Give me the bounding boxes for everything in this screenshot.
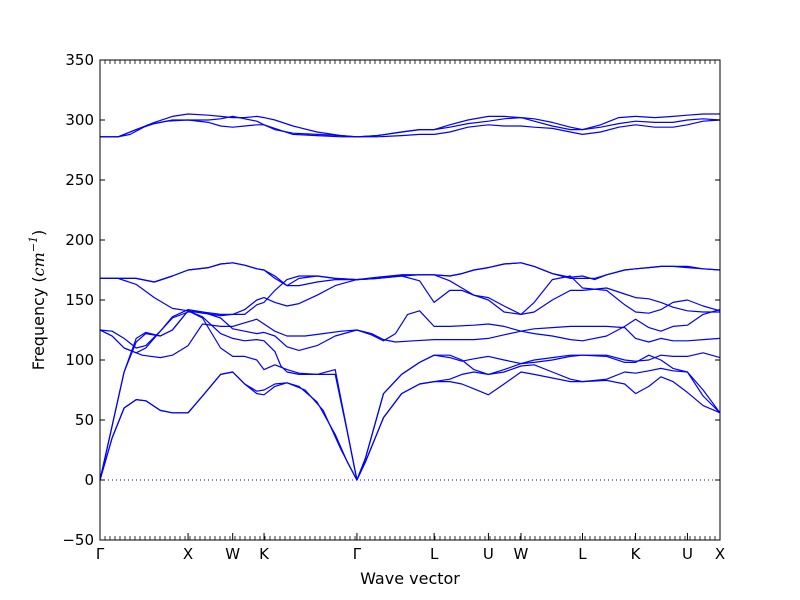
y-tick-label: 200 [65,231,94,249]
x-tick-label: L [430,545,439,563]
band-line-4 [99,310,721,481]
y-tick-label: 350 [65,51,94,69]
x-tick-label: U [483,545,494,563]
x-tick-label: X [183,545,193,563]
x-tick-label: K [631,545,642,563]
y-axis-title: Frequency (cm−1) [27,230,48,371]
y-tick-label: 0 [84,471,94,489]
band-line-12 [100,115,721,138]
y-tick-label: −50 [62,531,94,549]
y-tick-label: 50 [75,411,94,429]
x-tick-label: W [225,545,240,563]
series-layer [99,113,721,481]
x-axis-title: Wave vector [360,569,460,588]
y-axis-title-text: Frequency [29,288,48,371]
x-tick-label: U [682,545,693,563]
band-line-10 [100,262,721,287]
x-tick-label: X [715,545,725,563]
x-tick-label: L [578,545,587,563]
band-line-13 [100,119,721,138]
y-axis-unit-base: cm [29,252,48,276]
y-tick-label: 250 [65,171,94,189]
y-tick-label: 150 [65,291,94,309]
plot-frame [99,59,721,541]
y-tick-label: 300 [65,111,94,129]
band-line-5 [99,309,721,359]
x-tick-label: Γ [96,545,105,563]
x-tick-label: W [514,545,529,563]
y-axis-ticks: −50 0 50 100 150 200 250 300 350 [62,51,720,549]
minor-ticks [99,60,721,540]
band-line-2 [99,364,721,481]
band-line-7 [100,275,721,317]
y-axis-title-open-paren: ( [29,276,48,282]
plot-background [100,60,720,540]
band-line-6 [99,309,721,351]
x-tick-label: Γ [353,545,362,563]
y-axis-title-close-paren: ) [29,230,48,236]
y-tick-label: 100 [65,351,94,369]
x-tick-label: K [259,545,270,563]
y-axis-unit-exp: −1 [27,236,40,252]
